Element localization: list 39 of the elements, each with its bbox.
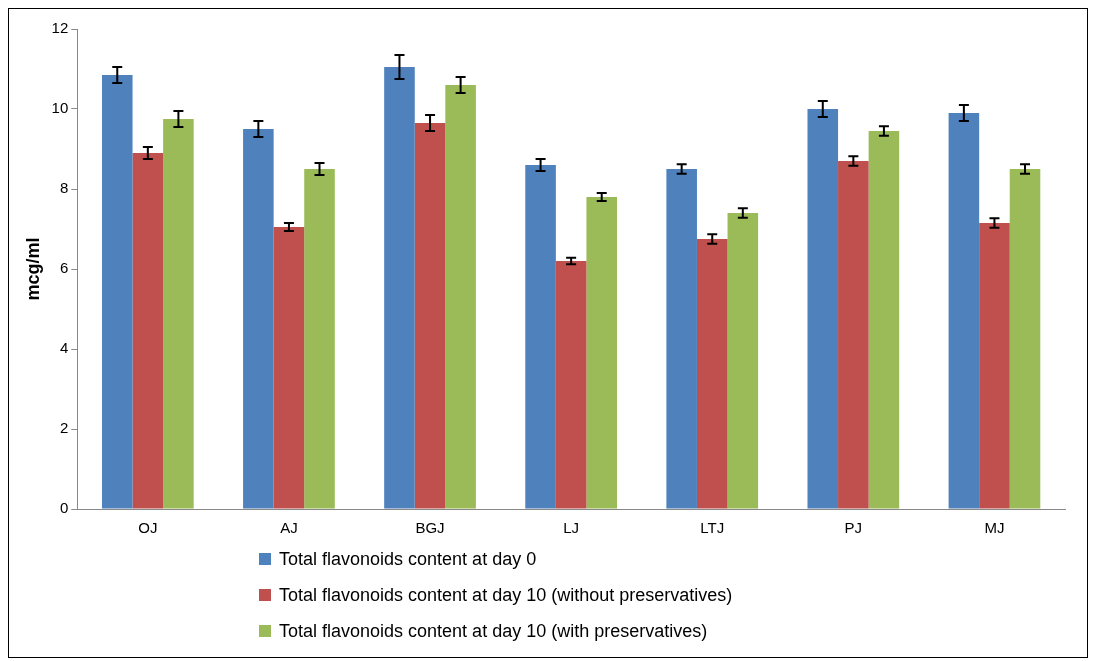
y-axis-title: mcg/ml — [22, 237, 43, 301]
y-tick-label: 0 — [59, 499, 69, 517]
bar — [304, 169, 335, 509]
legend-label: Total flavonoids content at day 0 — [279, 548, 537, 570]
x-tick-label: LTJ — [700, 519, 725, 537]
y-tick-label: 10 — [51, 99, 69, 117]
legend-label: Total flavonoids content at day 10 (without preservatives) — [279, 584, 733, 606]
bar — [132, 153, 164, 509]
x-tick-label: AJ — [280, 519, 298, 537]
bar — [1009, 169, 1041, 509]
legend-label: Total flavonoids content at day 10 (with preservatives) — [279, 620, 708, 642]
bar — [666, 169, 697, 509]
x-tick-label: PJ — [844, 519, 863, 537]
bar — [384, 67, 415, 509]
bar — [445, 85, 476, 509]
bar — [586, 197, 617, 509]
bar — [243, 129, 274, 509]
y-tick-label: 4 — [59, 339, 69, 357]
bar — [163, 119, 194, 509]
bar — [948, 113, 980, 509]
bar — [979, 223, 1010, 509]
bar — [727, 213, 759, 509]
bar — [555, 261, 587, 509]
bar — [273, 227, 305, 509]
bar — [525, 165, 556, 509]
x-tick-label: BGJ — [415, 519, 445, 537]
bar — [807, 109, 839, 509]
y-tick-label: 2 — [59, 419, 69, 437]
y-tick-label: 12 — [51, 19, 69, 37]
bar — [868, 131, 900, 509]
x-tick-label: OJ — [138, 519, 158, 537]
bar — [838, 161, 869, 509]
x-tick-label: LJ — [563, 519, 580, 537]
x-tick-label: MJ — [984, 519, 1005, 537]
y-tick-label: 6 — [59, 259, 69, 277]
bar — [414, 123, 446, 509]
bar — [696, 239, 728, 509]
bar — [101, 75, 133, 509]
y-tick-label: 8 — [59, 179, 69, 197]
